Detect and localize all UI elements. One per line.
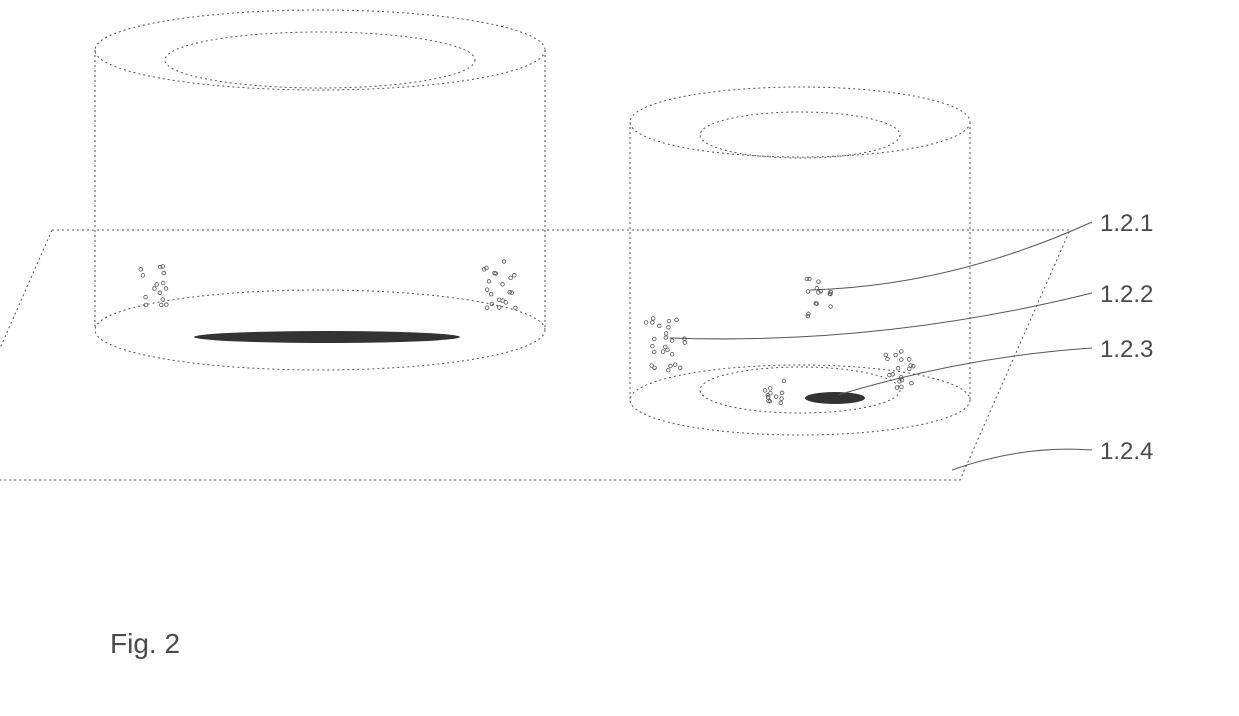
leader-curve-1.2.3 (838, 348, 1092, 395)
ground-plane (0, 230, 1070, 480)
leader-curve-1.2.4 (952, 449, 1092, 470)
dots-small-top (805, 277, 833, 318)
dots-large-left (139, 265, 168, 307)
figure-caption: Fig. 2 (110, 628, 180, 660)
label-1-2-1: 1.2.1 (1100, 210, 1153, 238)
label-1-2-4: 1.2.4 (1100, 438, 1153, 466)
small-cylinder-inner-top (700, 112, 900, 158)
dots-small-left (644, 317, 686, 372)
figure-svg (0, 0, 1239, 716)
large-cylinder-inner-top (165, 32, 475, 88)
small-cylinder-inner-bottom (700, 367, 900, 413)
dots-small-right (884, 350, 915, 390)
dots-large-right (482, 260, 517, 310)
large-cylinder-outer-top (95, 10, 545, 90)
label-1-2-2: 1.2.2 (1100, 281, 1153, 309)
large-cylinder-bar (194, 331, 460, 343)
small-cylinder-outer-bottom (630, 365, 970, 435)
small-cylinder-outer-top (630, 87, 970, 157)
leader-curve-1.2.2 (670, 293, 1092, 339)
label-1-2-3: 1.2.3 (1100, 336, 1153, 364)
large-cylinder-outer-bottom (95, 290, 545, 370)
leader-curve-1.2.1 (810, 222, 1092, 290)
small-cylinder-bar (805, 392, 865, 404)
dots-small-bottom (763, 379, 785, 405)
